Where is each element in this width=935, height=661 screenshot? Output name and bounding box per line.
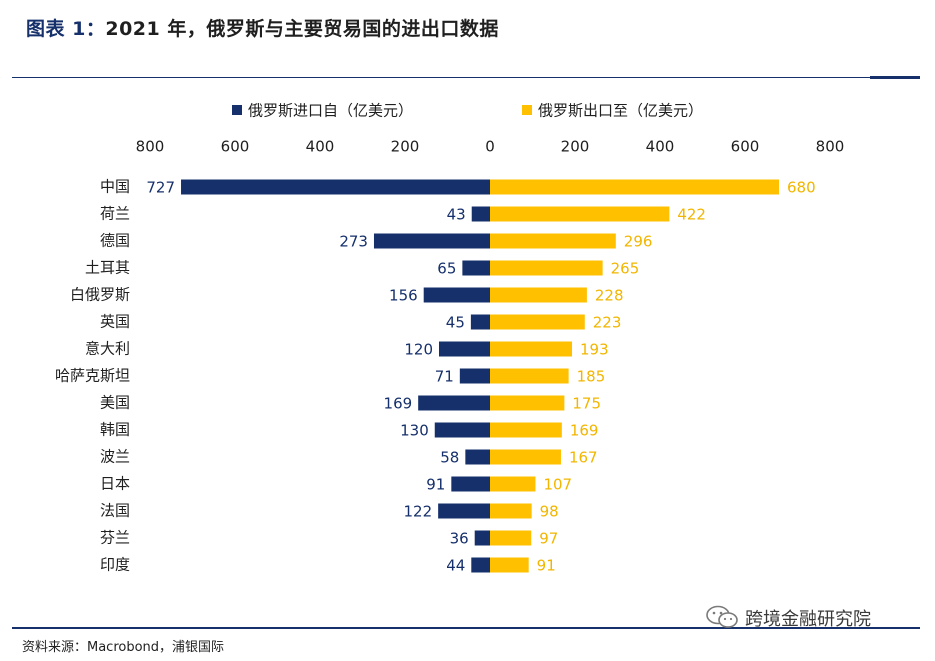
category-label: 荷兰	[100, 205, 130, 223]
import-value-label: 120	[404, 341, 433, 359]
export-value-label: 167	[569, 449, 598, 467]
import-bar	[423, 287, 490, 303]
import-bar	[439, 341, 490, 357]
export-value-label: 175	[572, 395, 601, 413]
export-value-label: 107	[543, 476, 572, 494]
import-value-label: 45	[446, 314, 465, 332]
figure-title-lead: 图表 1：	[26, 18, 106, 40]
import-value-label: 169	[384, 395, 413, 413]
export-value-label: 193	[580, 341, 609, 359]
category-label: 意大利	[85, 340, 130, 358]
export-bar	[490, 395, 565, 411]
export-value-label: 228	[595, 287, 624, 305]
export-value-label: 91	[537, 557, 556, 575]
top-rule-accent	[870, 76, 920, 79]
x-tick-label: 600	[731, 138, 760, 156]
import-value-label: 130	[400, 422, 429, 440]
export-bar	[490, 260, 603, 276]
category-label: 日本	[100, 475, 130, 493]
import-value-label: 156	[389, 287, 418, 305]
category-label: 哈萨克斯坦	[55, 367, 130, 385]
legend-label-import: 俄罗斯进口自（亿美元）	[248, 102, 413, 120]
export-bar	[490, 341, 573, 357]
import-bar	[418, 395, 490, 411]
import-bar	[434, 422, 490, 438]
legend-label-export: 俄罗斯出口至（亿美元）	[538, 102, 703, 120]
export-value-label: 169	[570, 422, 599, 440]
category-label: 白俄罗斯	[70, 286, 130, 304]
x-tick-label: 800	[816, 138, 845, 156]
import-value-label: 65	[437, 260, 456, 278]
import-bar	[465, 449, 490, 465]
top-rule	[12, 77, 920, 78]
export-bar	[490, 206, 670, 222]
export-value-label: 97	[539, 530, 558, 548]
export-bar	[490, 476, 536, 492]
figure-title-text: 2021 年，俄罗斯与主要贸易国的进出口数据	[105, 18, 499, 40]
export-value-label: 185	[577, 368, 606, 386]
import-bar	[451, 476, 490, 492]
export-value-label: 223	[593, 314, 622, 332]
source-note: 资料来源：Macrobond，浦银国际	[22, 640, 225, 655]
x-tick-label: 200	[561, 138, 590, 156]
export-bar	[490, 368, 569, 384]
import-bar	[462, 260, 490, 276]
category-label: 芬兰	[100, 529, 130, 547]
category-label: 中国	[100, 178, 130, 196]
import-value-label: 122	[404, 503, 433, 521]
import-value-label: 71	[435, 368, 454, 386]
category-label: 英国	[100, 313, 130, 331]
export-bar	[490, 557, 529, 573]
export-value-label: 265	[611, 260, 640, 278]
import-bar	[471, 557, 490, 573]
export-value-label: 296	[624, 233, 653, 251]
category-label: 德国	[100, 232, 130, 250]
legend-swatch-export	[522, 105, 532, 115]
import-bar	[373, 233, 490, 249]
x-tick-label: 600	[221, 138, 250, 156]
category-label: 法国	[100, 502, 130, 520]
export-value-label: 680	[787, 179, 816, 197]
category-label: 印度	[100, 556, 130, 574]
figure-title: 图表 1：2021 年，俄罗斯与主要贸易国的进出口数据	[26, 14, 499, 41]
export-value-label: 98	[540, 503, 559, 521]
export-bar	[490, 503, 532, 519]
export-bar	[490, 422, 562, 438]
export-bar	[490, 449, 561, 465]
legend-swatch-import	[232, 105, 242, 115]
category-label: 波兰	[100, 448, 130, 466]
import-value-label: 36	[450, 530, 469, 548]
export-bar	[490, 530, 532, 546]
export-bar	[490, 179, 779, 195]
import-value-label: 727	[146, 179, 175, 197]
export-bar	[490, 287, 587, 303]
import-value-label: 273	[339, 233, 368, 251]
x-tick-label: 200	[391, 138, 420, 156]
export-bar	[490, 314, 585, 330]
category-label: 韩国	[100, 421, 130, 439]
x-tick-label: 800	[136, 138, 165, 156]
x-tick-label: 0	[485, 138, 495, 156]
export-bar	[490, 233, 616, 249]
import-bar	[459, 368, 490, 384]
category-label: 美国	[100, 394, 130, 412]
import-bar	[181, 179, 490, 195]
import-value-label: 91	[426, 476, 445, 494]
import-bar	[474, 530, 490, 546]
import-value-label: 44	[446, 557, 465, 575]
import-value-label: 43	[447, 206, 466, 224]
category-label: 土耳其	[85, 259, 130, 277]
x-tick-label: 400	[306, 138, 335, 156]
x-tick-label: 400	[646, 138, 675, 156]
import-bar	[470, 314, 490, 330]
import-value-label: 58	[440, 449, 459, 467]
import-bar	[471, 206, 490, 222]
export-value-label: 422	[677, 206, 706, 224]
wechat-icon	[706, 605, 738, 628]
bottom-rule	[12, 627, 920, 629]
import-bar	[438, 503, 490, 519]
watermark: 跨境金融研究院	[745, 609, 871, 630]
